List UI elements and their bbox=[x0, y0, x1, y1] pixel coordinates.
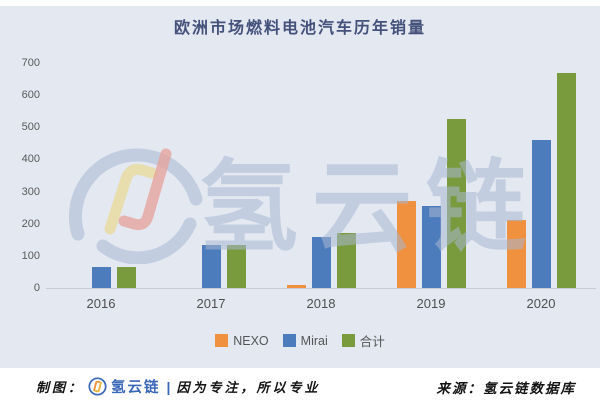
hydrogen-cloud-chain-logo-icon bbox=[88, 377, 107, 396]
footer-separator: | bbox=[166, 378, 171, 395]
chart-legend: NEXO Mirai 合计 bbox=[0, 331, 600, 350]
legend-swatch-NEXO bbox=[215, 334, 229, 347]
y-axis-tick-label: 0 bbox=[33, 282, 40, 294]
bar-NEXO-2018 bbox=[286, 285, 306, 288]
legend-swatch-合计 bbox=[341, 334, 355, 347]
hydrogen-cloud-chain-watermark-logo bbox=[68, 148, 203, 264]
x-axis-line bbox=[46, 288, 596, 289]
made-by-label: 制图： bbox=[36, 380, 85, 395]
bar-NEXO-2020 bbox=[506, 220, 526, 288]
chart-title: 欧洲市场燃料电池汽车历年销量 bbox=[173, 20, 426, 37]
y-axis-tick-label: 100 bbox=[21, 249, 40, 262]
bar-NEXO-2019 bbox=[396, 201, 416, 288]
bar-Mirai-2016 bbox=[91, 267, 111, 288]
footer-bar: 制图： 氢云链 | 因为专注，所以专业 来源：氢云链数据库 bbox=[0, 368, 600, 405]
footer-branding: 制图： 氢云链 | 因为专注，所以专业 bbox=[36, 376, 320, 397]
y-axis-tick-label: 700 bbox=[21, 57, 40, 69]
bar-Mirai-2018 bbox=[311, 237, 331, 288]
footer-slogan: 因为专注，所以专业 bbox=[176, 380, 321, 395]
bar-Mirai-2019 bbox=[421, 206, 441, 288]
y-axis-tick-label: 500 bbox=[21, 121, 40, 134]
watermark: 氢云链 bbox=[0, 6, 600, 368]
y-axis-tick-label: 400 bbox=[21, 153, 40, 166]
legend-item-合计: 合计 bbox=[341, 331, 385, 350]
y-axis-tick-label: 300 bbox=[21, 185, 40, 198]
bar-合计-2017 bbox=[226, 245, 246, 288]
y-axis-tick-label: 600 bbox=[21, 89, 40, 102]
bar-合计-2020 bbox=[556, 73, 576, 288]
y-axis-tick-label: 200 bbox=[21, 217, 40, 230]
bar-合计-2019 bbox=[446, 119, 466, 288]
bar-合计-2018 bbox=[336, 233, 356, 288]
data-source-label: 来源：氢云链数据库 bbox=[436, 380, 576, 396]
x-axis-label-2018: 2018 bbox=[306, 296, 336, 311]
x-axis-label-2016: 2016 bbox=[86, 296, 116, 311]
chart-area: 欧洲市场燃料电池汽车历年销量 0 100 200 300 400 500 600 700 201… bbox=[0, 6, 600, 368]
x-axis-label-2017: 2017 bbox=[196, 296, 226, 311]
brand-name: 氢云链 bbox=[111, 380, 161, 396]
bar-合计-2016 bbox=[116, 267, 136, 288]
x-axis-label-2020: 2020 bbox=[526, 296, 556, 311]
legend-item-Mirai: Mirai bbox=[282, 333, 328, 348]
bar-Mirai-2020 bbox=[531, 140, 551, 288]
bar-Mirai-2017 bbox=[201, 245, 221, 288]
legend-label-NEXO: NEXO bbox=[233, 333, 269, 348]
legend-swatch-Mirai bbox=[282, 334, 296, 347]
watermark-text: 氢云链 bbox=[198, 152, 540, 264]
legend-label-合计: 合计 bbox=[359, 335, 385, 349]
legend-item-NEXO: NEXO bbox=[215, 333, 269, 348]
x-axis-label-2019: 2019 bbox=[416, 296, 446, 311]
legend-label-Mirai: Mirai bbox=[300, 333, 328, 348]
